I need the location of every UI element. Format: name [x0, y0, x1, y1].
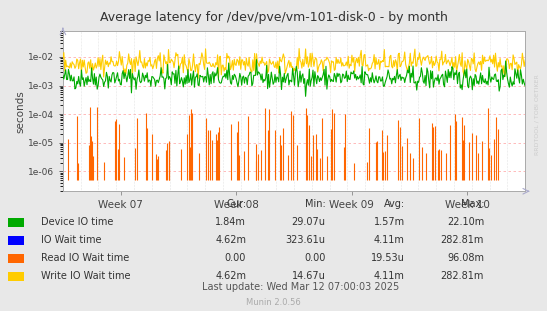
Text: 22.10m: 22.10m: [447, 217, 484, 227]
Text: 4.11m: 4.11m: [374, 235, 405, 245]
Text: Last update: Wed Mar 12 07:00:03 2025: Last update: Wed Mar 12 07:00:03 2025: [202, 282, 399, 292]
Text: 29.07u: 29.07u: [292, 217, 325, 227]
Text: Cur:: Cur:: [226, 199, 246, 209]
Text: 323.61u: 323.61u: [286, 235, 325, 245]
Text: 4.11m: 4.11m: [374, 271, 405, 281]
Text: RRDTOOL / TOBI OETIKER: RRDTOOL / TOBI OETIKER: [534, 75, 540, 156]
Text: Munin 2.0.56: Munin 2.0.56: [246, 298, 301, 307]
Text: Average latency for /dev/pve/vm-101-disk-0 - by month: Average latency for /dev/pve/vm-101-disk…: [100, 11, 447, 24]
Text: IO Wait time: IO Wait time: [41, 235, 102, 245]
Text: 4.62m: 4.62m: [215, 271, 246, 281]
Text: 4.62m: 4.62m: [215, 235, 246, 245]
Text: Avg:: Avg:: [383, 199, 405, 209]
Text: 14.67u: 14.67u: [292, 271, 325, 281]
Text: 1.57m: 1.57m: [374, 217, 405, 227]
Text: 0.00: 0.00: [304, 253, 325, 263]
Text: Max:: Max:: [461, 199, 484, 209]
Text: Device IO time: Device IO time: [41, 217, 113, 227]
Text: Write IO Wait time: Write IO Wait time: [41, 271, 131, 281]
Text: 282.81m: 282.81m: [441, 271, 484, 281]
Text: 1.84m: 1.84m: [216, 217, 246, 227]
Text: 282.81m: 282.81m: [441, 235, 484, 245]
Text: 96.08m: 96.08m: [447, 253, 484, 263]
Text: 0.00: 0.00: [225, 253, 246, 263]
Text: Read IO Wait time: Read IO Wait time: [41, 253, 129, 263]
Text: 19.53u: 19.53u: [371, 253, 405, 263]
Text: Min:: Min:: [305, 199, 325, 209]
Y-axis label: seconds: seconds: [15, 90, 25, 132]
